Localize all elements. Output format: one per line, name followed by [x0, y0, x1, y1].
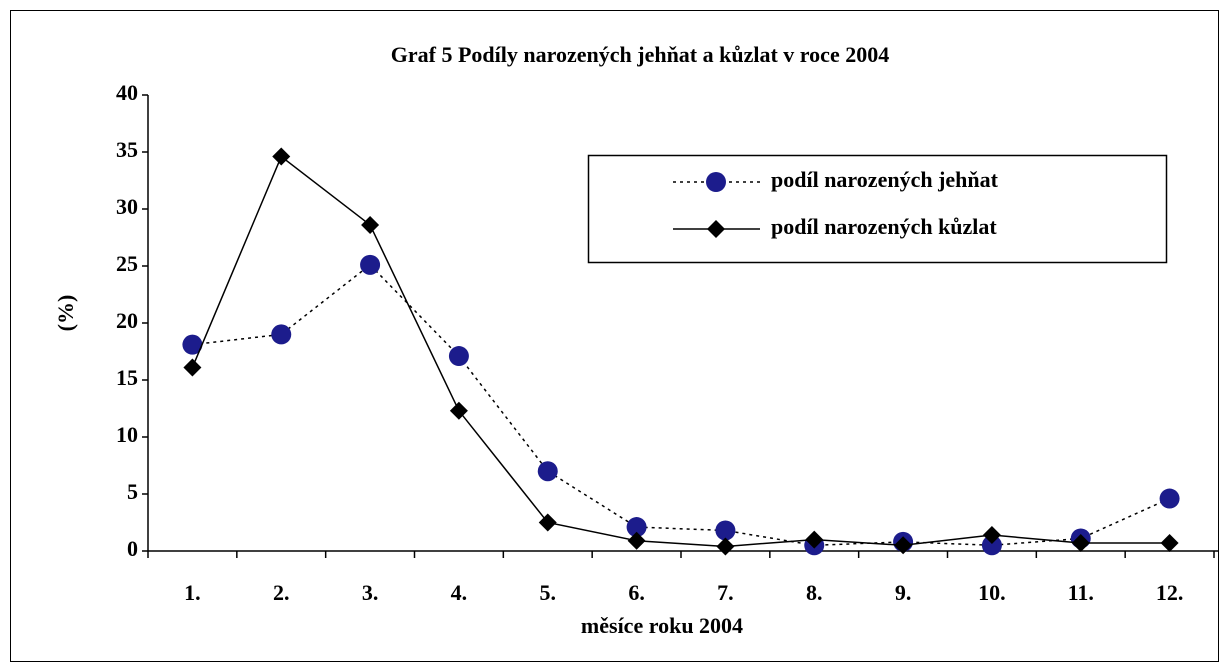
- x-tick-label: 6.: [628, 580, 645, 605]
- point: [1160, 534, 1179, 553]
- legend-label: podíl narozených jehňat: [771, 167, 999, 192]
- y-tick-label: 40: [116, 80, 138, 105]
- x-tick-label: 1.: [184, 580, 201, 605]
- y-tick-label: 5: [127, 479, 138, 504]
- point: [1071, 534, 1090, 553]
- legend-label: podíl narozených kůzlat: [771, 214, 997, 239]
- y-tick-label: 35: [116, 137, 138, 162]
- point: [1159, 488, 1180, 509]
- y-tick-label: 0: [127, 536, 138, 561]
- point: [706, 172, 726, 192]
- series-line: [192, 263, 1170, 547]
- x-tick-label: 4.: [451, 580, 468, 605]
- point: [272, 147, 291, 166]
- y-tick-label: 30: [116, 194, 138, 219]
- point: [894, 536, 913, 555]
- point: [537, 461, 558, 482]
- x-tick-label: 11.: [1068, 580, 1094, 605]
- chart-title: Graf 5 Podíly narozených jehňat a kůzlat…: [391, 42, 889, 67]
- x-tick-label: 8.: [806, 580, 823, 605]
- x-tick-label: 2.: [273, 580, 290, 605]
- point: [981, 535, 1002, 556]
- y-tick-label: 25: [116, 251, 138, 276]
- point: [182, 334, 203, 355]
- point: [707, 220, 725, 238]
- point: [183, 358, 202, 377]
- x-tick-label: 7.: [717, 580, 734, 605]
- x-tick-label: 5.: [540, 580, 557, 605]
- point: [360, 254, 381, 275]
- point: [626, 517, 647, 538]
- point: [538, 513, 557, 532]
- point: [449, 401, 468, 420]
- y-tick-label: 10: [116, 422, 138, 447]
- x-tick-label: 3.: [362, 580, 379, 605]
- legend: podíl narozených jehňat podíl narozených …: [587, 154, 1168, 264]
- x-tick-label: 12.: [1156, 580, 1184, 605]
- point: [361, 215, 380, 234]
- point: [805, 530, 824, 549]
- y-tick-label: 15: [116, 365, 138, 390]
- point: [448, 346, 469, 367]
- series-line: [191, 155, 1170, 548]
- x-tick-label: 10.: [978, 580, 1006, 605]
- x-axis-label: měsíce roku 2004: [581, 613, 743, 638]
- legend-box: [587, 154, 1168, 264]
- point: [982, 526, 1001, 545]
- point: [715, 520, 736, 541]
- y-tick-label: 20: [116, 308, 138, 333]
- point: [271, 324, 292, 345]
- point: [627, 531, 646, 550]
- chart-border: [10, 10, 1219, 662]
- point: [716, 537, 735, 556]
- y-axis-label: (%): [53, 295, 78, 332]
- x-tick-label: 9.: [895, 580, 912, 605]
